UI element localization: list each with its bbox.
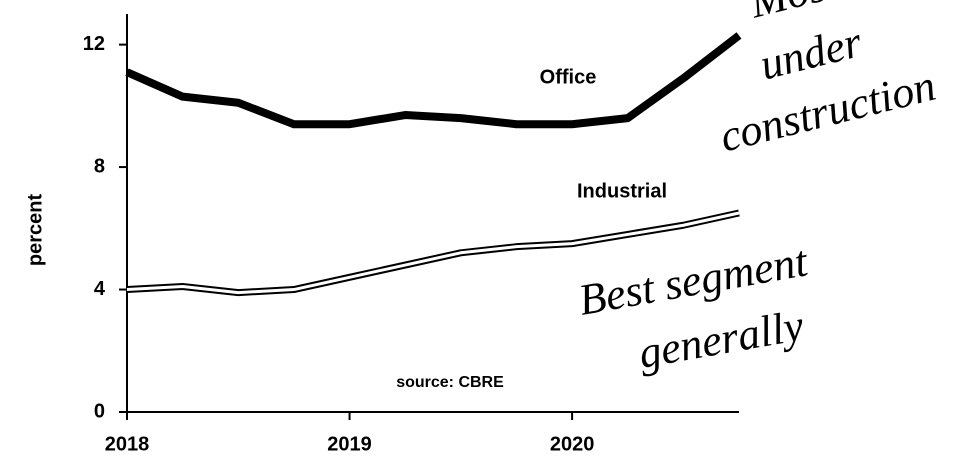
y-tick-label: 4: [94, 278, 106, 300]
x-tick-label: 2020: [550, 433, 595, 455]
y-tick-label: 12: [83, 33, 105, 55]
source-note: source: CBRE: [396, 374, 504, 391]
annotation: construction: [715, 61, 940, 162]
annotation: under: [755, 17, 867, 90]
y-axis-label: percent: [24, 194, 46, 267]
series-line: [125, 32, 742, 129]
annotation: generally: [635, 301, 808, 378]
series-line-inner: [126, 211, 740, 295]
series-label: Industrial: [577, 180, 667, 202]
series-label: Office: [540, 66, 597, 88]
y-tick-label: 0: [94, 400, 105, 422]
x-tick-label: 2018: [105, 433, 150, 455]
x-tick-label: 2019: [327, 433, 372, 455]
y-tick-label: 8: [94, 155, 105, 177]
